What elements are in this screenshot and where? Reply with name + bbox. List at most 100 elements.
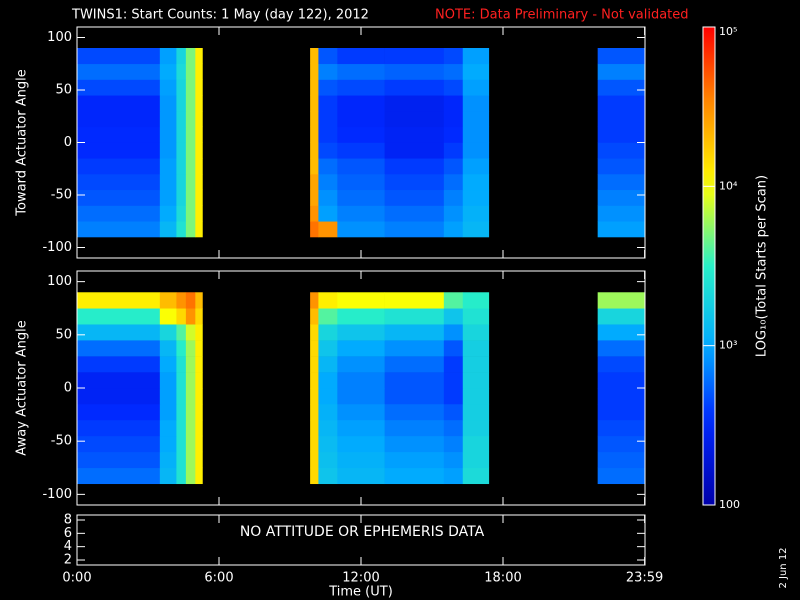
heat-cell bbox=[310, 189, 319, 206]
heat-cell bbox=[185, 388, 196, 405]
heat-cell bbox=[77, 189, 161, 206]
heat-cell bbox=[337, 111, 385, 128]
heat-cell bbox=[384, 174, 445, 191]
heat-cell bbox=[597, 403, 646, 421]
heat-cell bbox=[337, 48, 385, 65]
heat-cell bbox=[462, 158, 490, 175]
heat-cell bbox=[337, 292, 385, 309]
heat-cell bbox=[318, 388, 338, 405]
heat-cell bbox=[597, 356, 646, 373]
heat-cell bbox=[195, 467, 203, 485]
heat-cell bbox=[159, 158, 177, 175]
heat-cell bbox=[159, 292, 177, 309]
heat-cell bbox=[185, 63, 196, 80]
heat-cell bbox=[462, 372, 490, 389]
heat-cell bbox=[597, 419, 646, 437]
colorbar-tick-label: 10⁴ bbox=[719, 179, 738, 192]
heat-cell bbox=[462, 142, 490, 159]
heat-cell bbox=[462, 95, 490, 112]
heat-cell bbox=[176, 324, 187, 341]
heat-cell bbox=[597, 292, 646, 309]
heat-cell bbox=[185, 205, 196, 222]
y-tick-label: 50 bbox=[55, 327, 72, 342]
heat-cell bbox=[159, 419, 177, 437]
heat-cell bbox=[443, 205, 464, 222]
heat-cell bbox=[185, 48, 196, 65]
heat-cell bbox=[597, 142, 646, 159]
heat-cell bbox=[597, 324, 646, 341]
heat-cell bbox=[462, 111, 490, 128]
heat-cell bbox=[318, 48, 338, 65]
heat-cell bbox=[176, 48, 187, 65]
y-tick-label: 100 bbox=[47, 274, 72, 289]
heat-cell bbox=[195, 403, 203, 421]
heat-cell bbox=[318, 308, 338, 325]
heat-cell bbox=[318, 467, 338, 485]
heat-cell bbox=[443, 388, 464, 405]
heat-cell bbox=[310, 451, 319, 469]
heat-cell bbox=[337, 205, 385, 222]
heat-cell bbox=[159, 340, 177, 357]
heat-cell bbox=[462, 63, 490, 80]
heat-cell bbox=[337, 388, 385, 405]
heat-cell bbox=[176, 111, 187, 128]
heat-cell bbox=[176, 63, 187, 80]
heat-cell bbox=[176, 388, 187, 405]
heat-cell bbox=[318, 340, 338, 357]
heat-cell bbox=[185, 372, 196, 389]
heat-cell bbox=[185, 189, 196, 206]
heat-cell bbox=[77, 174, 161, 191]
heat-cell bbox=[337, 126, 385, 143]
heat-cell bbox=[159, 205, 177, 222]
y-tick-label: 8 bbox=[64, 513, 72, 528]
heat-cell bbox=[443, 126, 464, 143]
heat-cell bbox=[337, 324, 385, 341]
heat-cell bbox=[462, 356, 490, 373]
heat-cell bbox=[318, 205, 338, 222]
heat-cell bbox=[185, 79, 196, 96]
heat-cell bbox=[384, 63, 445, 80]
heat-cell bbox=[318, 324, 338, 341]
heat-cell bbox=[159, 63, 177, 80]
heat-cell bbox=[176, 435, 187, 453]
heat-cell bbox=[337, 419, 385, 437]
heat-cell bbox=[159, 95, 177, 112]
heat-cell bbox=[337, 403, 385, 421]
heat-cell bbox=[384, 126, 445, 143]
heat-cell bbox=[185, 467, 196, 485]
heat-cell bbox=[337, 174, 385, 191]
heat-cell bbox=[77, 126, 161, 143]
heat-cell bbox=[159, 111, 177, 128]
heat-cell bbox=[462, 174, 490, 191]
heat-cell bbox=[185, 142, 196, 159]
heat-cell bbox=[318, 79, 338, 96]
heat-cell bbox=[176, 189, 187, 206]
heat-cell bbox=[195, 356, 203, 373]
heat-cell bbox=[597, 189, 646, 206]
colorbar-tick-label: 100 bbox=[719, 498, 740, 511]
heat-cell bbox=[310, 388, 319, 405]
heat-cell bbox=[597, 308, 646, 325]
heat-cell bbox=[597, 158, 646, 175]
heat-cell bbox=[176, 221, 187, 238]
heat-cell bbox=[310, 372, 319, 389]
heat-cell bbox=[443, 324, 464, 341]
y-tick-label: -100 bbox=[42, 240, 72, 255]
heat-cell bbox=[318, 174, 338, 191]
heat-cell bbox=[384, 388, 445, 405]
heat-cell bbox=[77, 324, 161, 341]
heat-cell bbox=[443, 48, 464, 65]
heat-cell bbox=[77, 63, 161, 80]
heat-cell bbox=[176, 419, 187, 437]
heat-cell bbox=[443, 419, 464, 437]
heat-cell bbox=[310, 142, 319, 159]
heat-cell bbox=[185, 126, 196, 143]
heat-cell bbox=[159, 48, 177, 65]
heat-cell bbox=[195, 419, 203, 437]
heat-cell bbox=[185, 403, 196, 421]
heat-cell bbox=[159, 221, 177, 238]
heat-cell bbox=[195, 388, 203, 405]
heat-cell bbox=[77, 308, 161, 325]
heat-cell bbox=[337, 158, 385, 175]
heat-cell bbox=[597, 467, 646, 485]
